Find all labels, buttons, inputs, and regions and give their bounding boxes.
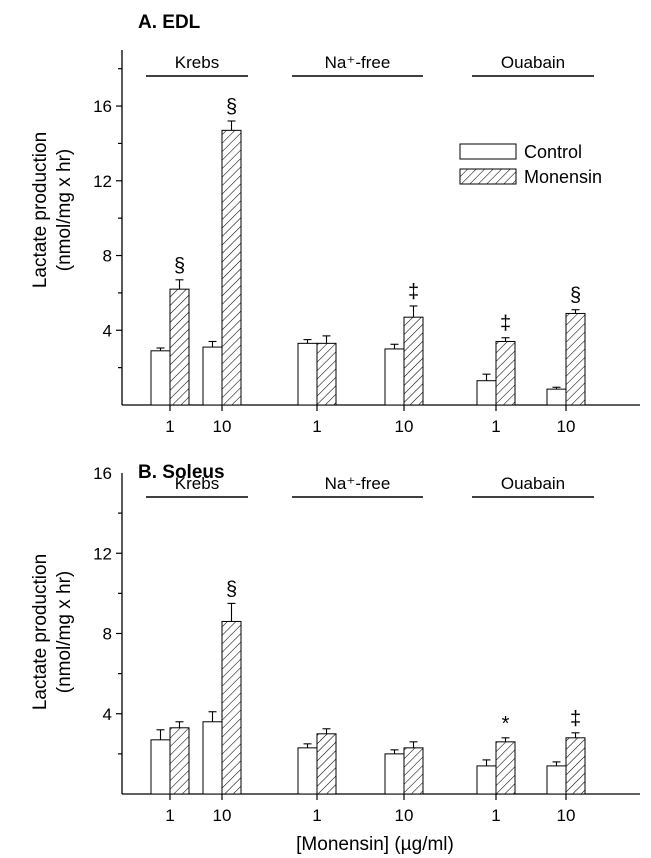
x-tick-label: 10 [557, 417, 576, 436]
legend-label-monensin: Monensin [524, 167, 602, 187]
significance-marker: * [502, 713, 510, 735]
y-tick-label: 8 [103, 247, 112, 266]
group-label: Krebs [175, 53, 219, 72]
legend-swatch-control [459, 143, 517, 160]
y-tick-label: 8 [103, 625, 112, 644]
y-tick-label: 12 [93, 544, 112, 563]
bar-control [476, 765, 497, 795]
bar-control [546, 765, 567, 795]
legend-label-control: Control [524, 142, 582, 162]
x-tick-label: 10 [395, 417, 414, 436]
panel-b-ylabel-line1: Lactate production [30, 554, 51, 710]
bar-control [150, 350, 171, 406]
panel-a-plot: 4 8 12 16 Krebs 1 § 10 § Na⁺-free 1 10 ‡ Ouabain 1 ‡ 10 § [93, 50, 640, 436]
x-tick-label: 10 [213, 417, 232, 436]
panel-a-ylabel-line1: Lactate production [30, 132, 51, 288]
significance-marker: ‡ [500, 313, 511, 335]
bar-monensin [316, 342, 337, 406]
bar-monensin [495, 741, 516, 795]
group-label: Krebs [175, 474, 219, 493]
x-tick-label: 1 [491, 806, 500, 825]
x-tick-label: 1 [312, 806, 321, 825]
bar-control [384, 753, 405, 795]
bar-monensin [403, 747, 424, 795]
significance-marker: ‡ [570, 708, 581, 730]
bar-control [202, 346, 223, 406]
y-tick-label: 4 [103, 705, 112, 724]
group-label: Ouabain [501, 53, 565, 72]
bar-monensin [565, 737, 586, 795]
x-tick-label: 10 [557, 806, 576, 825]
y-tick-label: 12 [93, 172, 112, 191]
x-axis-label: [Monensin] (µg/ml) [296, 834, 454, 855]
x-tick-label: 1 [491, 417, 500, 436]
panel-b-plot: 4 8 12 16 Krebs 1 10 § Na⁺-free 1 10 Ouabain 1 * 10 ‡ [93, 464, 640, 825]
group-label: Na⁺-free [325, 474, 391, 493]
legend: Control Monensin [459, 142, 602, 187]
bar-control [476, 380, 497, 406]
panel-b-ylabel-line2: (nmol/mg x hr) [54, 571, 75, 693]
bar-monensin [316, 733, 337, 795]
bar-monensin [221, 129, 242, 406]
x-tick-label: 10 [395, 806, 414, 825]
x-tick-label: 1 [165, 417, 174, 436]
legend-swatch-monensin [459, 168, 517, 185]
bar-control [384, 348, 405, 406]
significance-marker: ‡ [408, 281, 419, 303]
bar-monensin [169, 288, 190, 406]
significance-marker: § [226, 96, 237, 118]
bar-monensin [221, 620, 242, 795]
significance-marker: § [226, 578, 237, 600]
y-tick-label: 4 [103, 321, 112, 340]
bar-monensin [403, 316, 424, 406]
bar-control [150, 739, 171, 795]
y-tick-label: 16 [93, 464, 112, 483]
x-tick-label: 1 [165, 806, 174, 825]
bar-control [297, 342, 318, 406]
bar-control [202, 721, 223, 795]
y-tick-label: 16 [93, 97, 112, 116]
bar-control [297, 747, 318, 795]
bar-control [546, 388, 567, 406]
panel-b-title: B. Soleus [138, 462, 225, 483]
significance-marker: § [174, 255, 185, 277]
x-tick-label: 1 [312, 417, 321, 436]
bar-monensin [495, 340, 516, 406]
significance-marker: § [570, 285, 581, 307]
panel-a-ylabel-line2: (nmol/mg x hr) [54, 149, 75, 271]
bar-monensin [169, 727, 190, 795]
panel-a-title: A. EDL [138, 12, 201, 33]
bar-monensin [565, 312, 586, 406]
group-label: Ouabain [501, 474, 565, 493]
x-tick-label: 10 [213, 806, 232, 825]
group-label: Na⁺-free [325, 53, 391, 72]
panel-b-ylabel: Lactate production (nmol/mg x hr) [30, 554, 75, 710]
panel-a-ylabel: Lactate production (nmol/mg x hr) [30, 132, 75, 288]
